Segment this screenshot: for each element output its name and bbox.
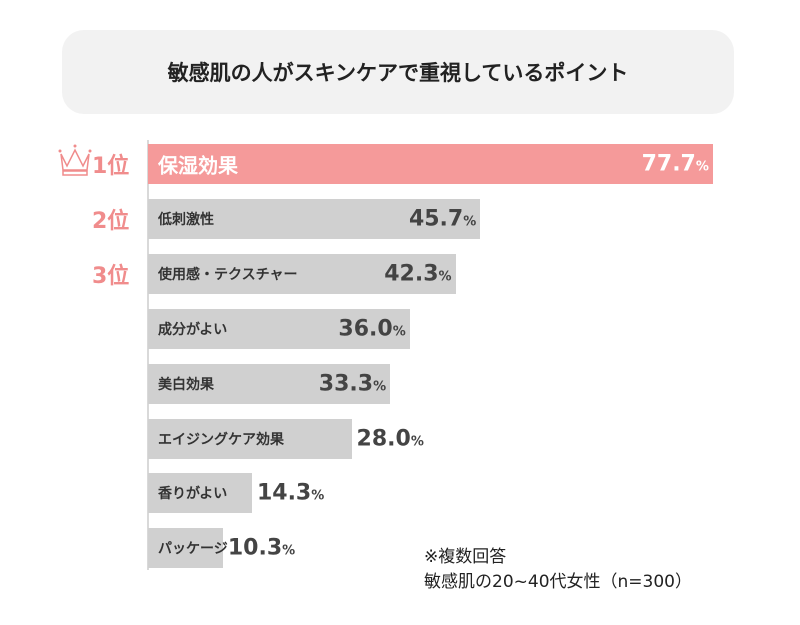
bar — [148, 473, 252, 514]
value-label: 42.3% — [384, 261, 451, 286]
value-unit: % — [438, 269, 452, 285]
value-unit: % — [311, 488, 325, 504]
bar — [148, 253, 456, 294]
rank-label: 1位 — [92, 154, 130, 179]
value-unit: % — [282, 543, 296, 559]
title-box: 敏感肌の人がスキンケアで重視しているポイント — [62, 30, 734, 114]
category-label: パッケージ — [158, 541, 228, 558]
rank-label: 2位 — [92, 208, 130, 234]
value-label: 10.3% — [228, 536, 295, 561]
note-line: ※複数回答 — [424, 547, 507, 567]
value-label: 28.0% — [357, 426, 424, 451]
bar — [148, 363, 391, 404]
value-number: 28.0 — [356, 426, 411, 451]
value-label: 77.7% — [642, 152, 709, 177]
value-unit: % — [373, 379, 387, 395]
value-number: 77.7 — [641, 151, 696, 177]
value-unit: % — [463, 214, 477, 230]
rank-label: 3位 — [92, 263, 130, 289]
value-label: 45.7% — [409, 206, 476, 231]
value-unit: % — [392, 324, 406, 340]
value-number: 14.3 — [256, 480, 312, 506]
category-label: 保湿効果 — [158, 153, 238, 178]
category-label: 使用感・テクスチャー — [158, 266, 298, 283]
category-label: 成分がよい — [158, 321, 228, 338]
value-number: 10.3 — [227, 535, 283, 561]
value-number: 45.7 — [408, 206, 464, 232]
note-line: 敏感肌の20~40代女性（n=300） — [424, 572, 692, 592]
value-number: 36.0 — [338, 316, 393, 342]
bar — [148, 308, 410, 349]
chart-title: 敏感肌の人がスキンケアで重視しているポイント — [167, 61, 629, 85]
bar — [148, 418, 352, 459]
category-label: エイジングケア効果 — [158, 431, 284, 448]
note: ※複数回答 敏感肌の20~40代女性（n=300） — [424, 545, 692, 595]
value-unit: % — [410, 434, 424, 449]
value-unit: % — [695, 159, 709, 175]
bar — [148, 198, 481, 239]
value-number: 33.3 — [318, 371, 374, 397]
bar — [148, 528, 223, 569]
bar — [148, 144, 713, 184]
value-label: 14.3% — [257, 481, 324, 506]
category-label: 美白効果 — [158, 376, 214, 393]
category-label: 低刺激性 — [158, 211, 214, 228]
value-label: 36.0% — [338, 316, 405, 341]
crown-icon — [58, 144, 92, 176]
value-label: 33.3% — [319, 371, 386, 396]
value-number: 42.3 — [384, 261, 439, 287]
axis-line — [147, 140, 149, 570]
category-label: 香りがよい — [158, 486, 228, 503]
